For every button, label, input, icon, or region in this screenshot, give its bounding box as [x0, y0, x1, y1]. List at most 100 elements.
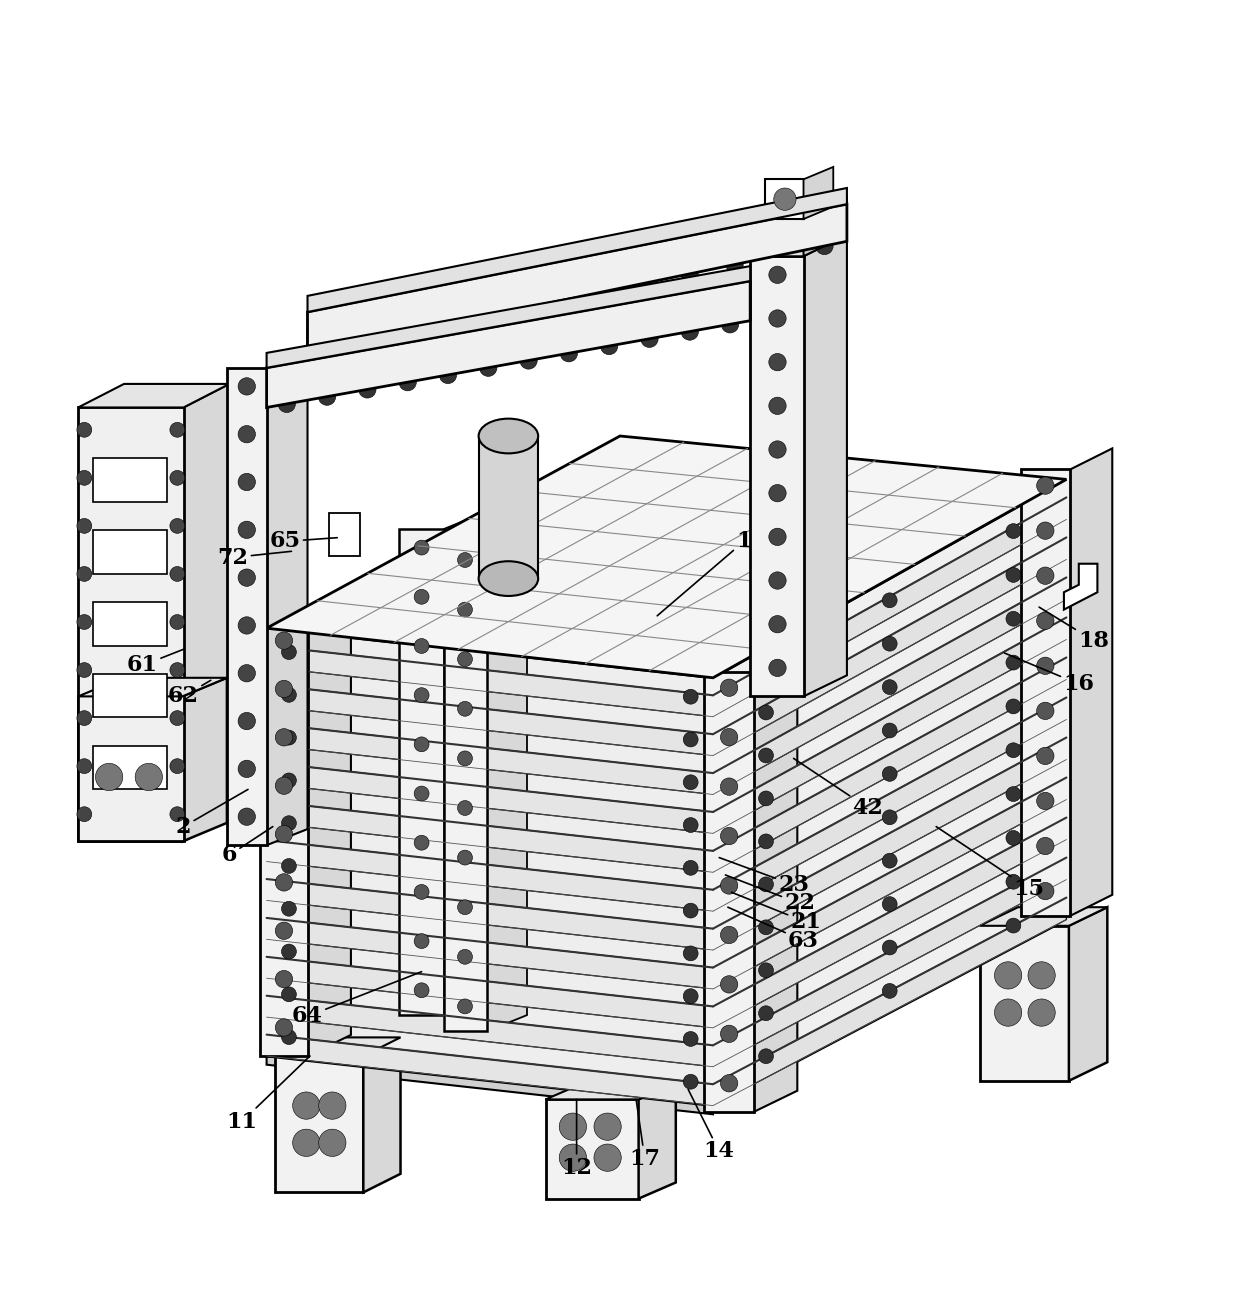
- Circle shape: [170, 470, 185, 486]
- Polygon shape: [713, 818, 1066, 1028]
- Circle shape: [238, 473, 255, 491]
- Circle shape: [1006, 918, 1021, 932]
- Circle shape: [1006, 524, 1021, 538]
- Circle shape: [883, 724, 898, 738]
- Text: 23: 23: [719, 858, 808, 896]
- Polygon shape: [78, 384, 229, 407]
- Circle shape: [319, 388, 336, 405]
- Ellipse shape: [479, 562, 538, 596]
- Polygon shape: [487, 525, 527, 1032]
- Text: 16: 16: [1004, 653, 1094, 695]
- Polygon shape: [713, 697, 1066, 912]
- Polygon shape: [267, 684, 713, 756]
- Polygon shape: [1070, 448, 1112, 916]
- Circle shape: [275, 825, 293, 842]
- Circle shape: [238, 569, 255, 586]
- Ellipse shape: [479, 419, 538, 453]
- Circle shape: [683, 818, 698, 832]
- Circle shape: [759, 963, 774, 978]
- Circle shape: [281, 987, 296, 1002]
- Circle shape: [1006, 611, 1021, 626]
- Circle shape: [883, 679, 898, 695]
- Circle shape: [170, 710, 185, 726]
- Circle shape: [559, 1144, 587, 1171]
- Circle shape: [281, 730, 296, 744]
- Circle shape: [1006, 874, 1021, 889]
- Circle shape: [456, 312, 474, 329]
- Circle shape: [501, 303, 518, 320]
- Circle shape: [275, 680, 293, 697]
- Circle shape: [1006, 831, 1021, 845]
- Circle shape: [759, 791, 774, 806]
- Circle shape: [319, 1130, 346, 1156]
- Circle shape: [681, 265, 698, 282]
- Circle shape: [769, 441, 786, 458]
- Circle shape: [281, 645, 296, 660]
- Circle shape: [238, 760, 255, 777]
- Text: 65: 65: [270, 530, 337, 552]
- Polygon shape: [227, 368, 267, 845]
- Polygon shape: [713, 538, 1066, 756]
- Circle shape: [883, 897, 898, 912]
- Circle shape: [358, 381, 376, 398]
- Circle shape: [759, 876, 774, 892]
- Circle shape: [77, 759, 92, 773]
- Circle shape: [683, 1032, 698, 1046]
- Circle shape: [170, 567, 185, 581]
- Circle shape: [95, 764, 123, 790]
- Polygon shape: [750, 256, 804, 696]
- Polygon shape: [713, 891, 1066, 1093]
- Polygon shape: [275, 1037, 401, 1057]
- Circle shape: [414, 737, 429, 752]
- Circle shape: [725, 256, 743, 273]
- Circle shape: [77, 470, 92, 486]
- Circle shape: [281, 901, 296, 917]
- Text: 14: 14: [688, 1089, 734, 1162]
- Circle shape: [1028, 961, 1055, 989]
- Circle shape: [414, 688, 429, 703]
- Polygon shape: [267, 918, 713, 989]
- Circle shape: [1037, 837, 1054, 854]
- Circle shape: [275, 777, 293, 794]
- Circle shape: [77, 518, 92, 533]
- Polygon shape: [267, 1040, 713, 1114]
- Polygon shape: [308, 281, 750, 330]
- Polygon shape: [479, 436, 538, 579]
- Circle shape: [720, 1025, 738, 1042]
- Circle shape: [769, 485, 786, 502]
- Polygon shape: [444, 542, 487, 1032]
- Circle shape: [414, 639, 429, 653]
- Polygon shape: [804, 167, 833, 219]
- Polygon shape: [93, 602, 167, 645]
- Circle shape: [170, 807, 185, 821]
- Polygon shape: [765, 179, 804, 219]
- Circle shape: [275, 1019, 293, 1036]
- Circle shape: [414, 884, 429, 900]
- Circle shape: [594, 1144, 621, 1171]
- Circle shape: [281, 1029, 296, 1045]
- Polygon shape: [980, 926, 1069, 1081]
- Text: 72: 72: [218, 546, 291, 568]
- Text: 18: 18: [1039, 607, 1110, 652]
- Polygon shape: [1069, 908, 1107, 1081]
- Circle shape: [458, 652, 472, 666]
- Polygon shape: [308, 204, 847, 353]
- Polygon shape: [267, 266, 750, 368]
- Text: 22: 22: [725, 875, 816, 914]
- Polygon shape: [308, 299, 750, 353]
- Circle shape: [1028, 999, 1055, 1027]
- Circle shape: [77, 662, 92, 678]
- Circle shape: [771, 247, 789, 264]
- Circle shape: [720, 729, 738, 746]
- Circle shape: [135, 764, 162, 790]
- Circle shape: [1037, 613, 1054, 629]
- Text: 61: 61: [126, 649, 184, 677]
- Circle shape: [1037, 703, 1054, 720]
- Circle shape: [414, 541, 429, 555]
- Circle shape: [683, 989, 698, 1003]
- Polygon shape: [93, 746, 167, 789]
- Circle shape: [170, 759, 185, 773]
- Polygon shape: [308, 188, 847, 312]
- Circle shape: [278, 396, 295, 413]
- Circle shape: [399, 374, 417, 390]
